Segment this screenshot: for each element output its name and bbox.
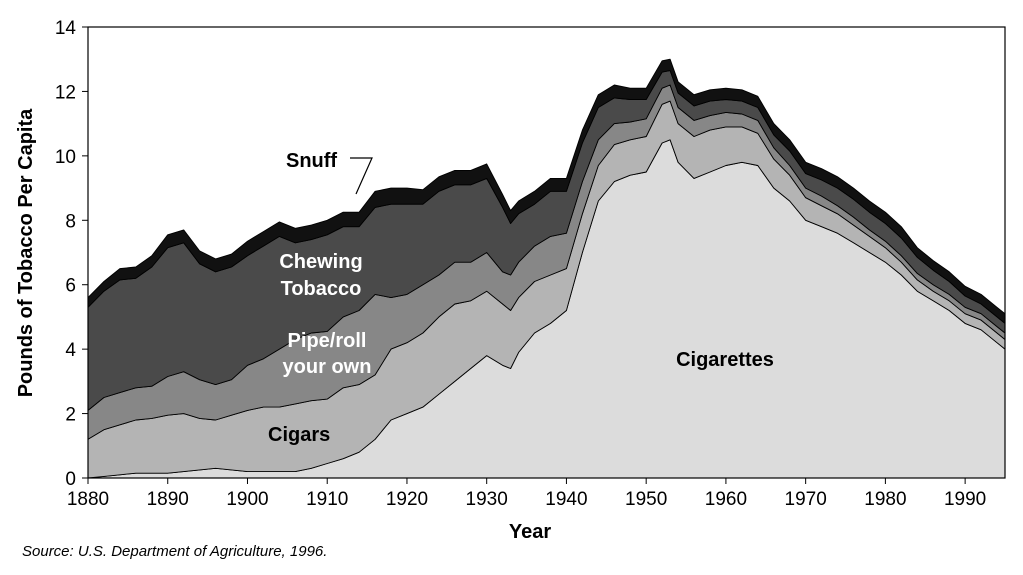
y-tick-label: 0 <box>65 469 76 490</box>
x-tick-label: 1960 <box>705 489 747 510</box>
x-tick-label: 1980 <box>864 489 906 510</box>
x-tick-label: 1990 <box>944 489 986 510</box>
y-axis-title: Pounds of Tobacco Per Capita <box>15 108 37 397</box>
area-layers <box>87 58 1006 479</box>
y-tick-label: 2 <box>65 405 76 426</box>
source-note: Source: U.S. Department of Agriculture, … <box>22 543 328 560</box>
y-tick-label: 4 <box>65 340 76 361</box>
snuff-leader-line <box>350 157 373 195</box>
x-tick-label: 1910 <box>306 489 348 510</box>
label-chewing-tobacco-2: Tobacco <box>281 278 362 300</box>
x-tick-label: 1880 <box>67 489 109 510</box>
label-snuff: Snuff <box>286 150 337 172</box>
x-tick-label: 1900 <box>226 489 268 510</box>
x-tick-label: 1890 <box>147 489 189 510</box>
plot-frame <box>87 26 1006 479</box>
x-axis-title: Year <box>509 521 551 543</box>
y-tick-label: 10 <box>55 147 76 168</box>
x-tick-label: 1930 <box>466 489 508 510</box>
label-cigars: Cigars <box>268 424 330 446</box>
y-tick-label: 12 <box>55 82 76 103</box>
label-pipe-2: your own <box>283 356 372 378</box>
x-tick-label: 1970 <box>785 489 827 510</box>
y-axis: 0 2 4 6 8 10 12 14 <box>55 18 88 490</box>
label-pipe-1: Pipe/roll <box>288 330 367 352</box>
y-tick-label: 14 <box>55 18 77 39</box>
x-tick-label: 1940 <box>545 489 587 510</box>
x-tick-label: 1950 <box>625 489 667 510</box>
y-tick-label: 6 <box>65 276 76 297</box>
y-tick-label: 8 <box>65 211 76 232</box>
label-chewing-tobacco-1: Chewing <box>279 251 362 273</box>
x-tick-label: 1920 <box>386 489 428 510</box>
label-cigarettes: Cigarettes <box>676 349 774 371</box>
x-axis: 1880 1890 1900 1910 1920 1930 1940 1950 1960 1970… <box>67 478 986 510</box>
